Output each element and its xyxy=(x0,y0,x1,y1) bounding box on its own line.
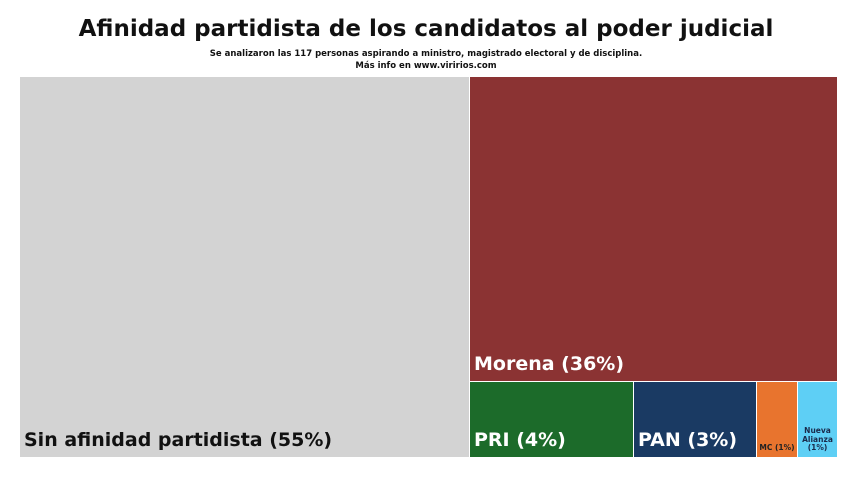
treemap-label-morena: Morena (36%) xyxy=(474,353,625,376)
treemap-tile-pan: PAN (3%) xyxy=(634,382,757,458)
treemap-label-nueva-alianza: Nueva Alianza (1%) xyxy=(802,426,833,453)
chart-title: Afinidad partidista de los candidatos al… xyxy=(78,16,774,42)
treemap-label-mc: MC (1%) xyxy=(759,443,795,453)
treemap-chart: Sin afinidad partidista (55%) Morena (36%… xyxy=(20,77,838,458)
treemap-tile-morena: Morena (36%) xyxy=(470,77,838,382)
treemap-tile-pri: PRI (4%) xyxy=(470,382,634,458)
treemap-label-pan: PAN (3%) xyxy=(638,429,738,452)
treemap-tile-mc: MC (1%) xyxy=(757,382,798,458)
treemap-tile-nueva-alianza: Nueva Alianza (1%) xyxy=(798,382,838,458)
treemap-tile-sin-afinidad-partidista: Sin afinidad partidista (55%) xyxy=(20,77,470,458)
chart-subtitle-source: Más info en www.viririos.com xyxy=(355,61,497,71)
chart-subtitle-description: Se analizaron las 117 personas aspirando… xyxy=(209,49,643,59)
treemap-label-pri: PRI (4%) xyxy=(474,429,566,452)
treemap-label-sin-afinidad-partidista: Sin afinidad partidista (55%) xyxy=(24,429,333,452)
